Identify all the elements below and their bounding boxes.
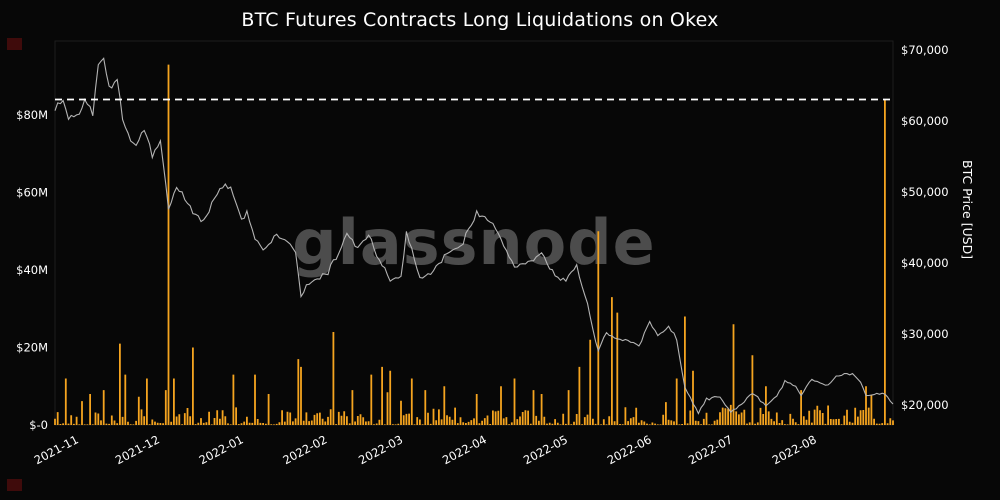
right-axis-tick: $60,000: [901, 114, 949, 128]
right-axis-tick: $20,000: [901, 398, 949, 412]
x-axis-tick: 2022-03: [356, 432, 405, 467]
right-axis-tick: $70,000: [901, 43, 949, 57]
left-axis-tick: $80M: [16, 108, 48, 122]
right-axis-tick: $40,000: [901, 256, 949, 270]
btc-price-line: [54, 57, 894, 415]
plot-frame: [54, 40, 894, 426]
x-axis-tick: 2021-12: [113, 432, 162, 467]
x-axis-tick: 2022-04: [440, 432, 489, 467]
left-axis-tick: $60M: [16, 186, 48, 200]
x-axis-tick: 2022-01: [197, 432, 246, 467]
x-axis-tick: 2022-05: [521, 432, 570, 467]
x-axis-tick: 2022-06: [605, 432, 654, 467]
glassnode-watermark: glassnode: [292, 206, 656, 279]
liquidation-bars: [54, 64, 894, 425]
left-axis-tick: $40M: [16, 263, 48, 277]
right-axis-tick: $50,000: [901, 185, 949, 199]
chart-title: BTC Futures Contracts Long Liquidations …: [241, 9, 719, 31]
right-axis-title: BTC Price [USD]: [960, 160, 975, 260]
x-axis-tick: 2022-07: [686, 432, 735, 467]
left-axis-tick: $20M: [16, 341, 48, 355]
left-axis-tick: $-0: [29, 418, 48, 432]
x-axis-tick: 2022-02: [280, 432, 329, 467]
x-axis-tick: 2022-08: [770, 432, 819, 467]
corner-artifact-top: [7, 38, 22, 50]
right-axis-tick: $30,000: [901, 327, 949, 341]
x-axis-tick: 2021-11: [32, 432, 81, 467]
corner-artifact-bottom: [7, 479, 22, 491]
